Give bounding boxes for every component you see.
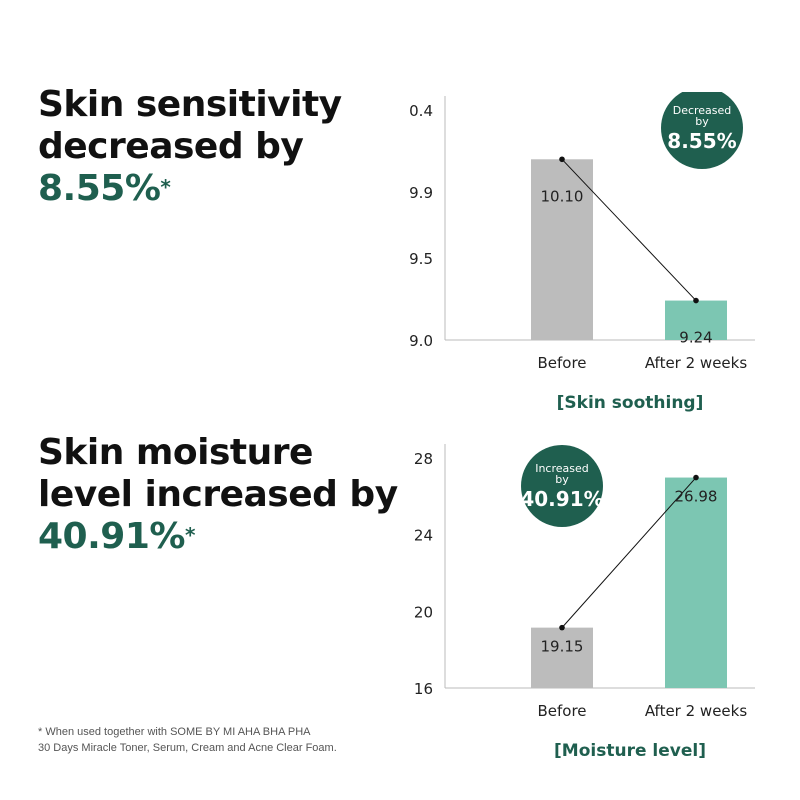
y-tick-label: 16 — [414, 680, 433, 698]
badge-text: Increased — [535, 462, 589, 475]
bar — [665, 300, 727, 340]
x-tick-label: After 2 weeks — [645, 702, 748, 720]
y-tick-label: 10.4 — [410, 102, 433, 120]
badge-text: by — [555, 473, 569, 486]
asterisk: * — [160, 175, 171, 199]
chart-title: [Moisture level] — [554, 741, 706, 761]
badge-value: 40.91% — [520, 487, 603, 511]
footnote-line2: 30 Days Miracle Toner, Serum, Cream and … — [38, 742, 337, 754]
chart-skin-soothing: 10.4 9.9 9.5 9.0 10.10 9.24 Before After 2 week… — [400, 87, 780, 422]
data-point — [559, 156, 565, 163]
y-tick-label: 9.5 — [410, 250, 433, 268]
data-label: 26.98 — [675, 488, 718, 506]
y-tick-label: 20 — [414, 603, 433, 621]
data-point — [693, 474, 699, 481]
badge-text: Decreased — [673, 104, 732, 117]
data-label: 9.24 — [679, 329, 712, 347]
connector-line — [561, 158, 697, 301]
headline-line1: Skin sensitivity — [38, 84, 342, 125]
y-tick-label: 9.0 — [410, 332, 433, 350]
data-label: 10.10 — [541, 187, 584, 205]
headline-line2: decreased by — [38, 126, 304, 167]
badge-circle — [521, 445, 603, 527]
headline-sensitivity: Skin sensitivity decreased by 8.55%* — [38, 84, 342, 210]
footnote-line1: * When used together with SOME BY MI AHA… — [38, 726, 311, 738]
chart-title: [Skin soothing] — [557, 393, 704, 413]
headline-line1: Skin moisture — [38, 432, 313, 473]
y-tick-label: 24 — [414, 527, 433, 545]
y-tick-label: 9.9 — [410, 184, 433, 202]
asterisk: * — [184, 523, 195, 547]
percent-value: 8.55% — [38, 168, 161, 209]
bar — [531, 627, 593, 688]
x-tick-label: Before — [537, 702, 586, 720]
chart-svg: 28 24 20 16 19.15 26.98 Before After 2 weeks [Mo… — [414, 444, 755, 761]
headline-line2: level increased by — [38, 474, 398, 515]
percent-value: 40.91% — [38, 516, 185, 557]
data-label: 19.15 — [541, 638, 584, 656]
data-point — [559, 624, 565, 631]
footnote: * When used together with SOME BY MI AHA… — [38, 724, 337, 756]
badge-circle — [661, 87, 743, 169]
badge-value: 8.55% — [667, 129, 736, 153]
x-tick-label: Before — [537, 354, 586, 372]
badge-text: by — [695, 115, 709, 128]
chart-moisture-level: 28 24 20 16 19.15 26.98 Before After 2 weeks [Mo… — [410, 440, 780, 770]
headline-percent: 8.55%* — [38, 168, 342, 210]
chart-svg: 10.4 9.9 9.5 9.0 10.10 9.24 Before After 2 week… — [400, 87, 755, 413]
headline-moisture: Skin moisture level increased by 40.91%* — [38, 432, 398, 558]
bar — [665, 477, 727, 688]
data-point — [693, 297, 699, 304]
bar — [531, 159, 593, 340]
y-tick-label: 28 — [414, 450, 433, 468]
connector-line — [561, 477, 697, 628]
x-tick-label: After 2 weeks — [645, 354, 748, 372]
headline-percent: 40.91%* — [38, 516, 398, 558]
